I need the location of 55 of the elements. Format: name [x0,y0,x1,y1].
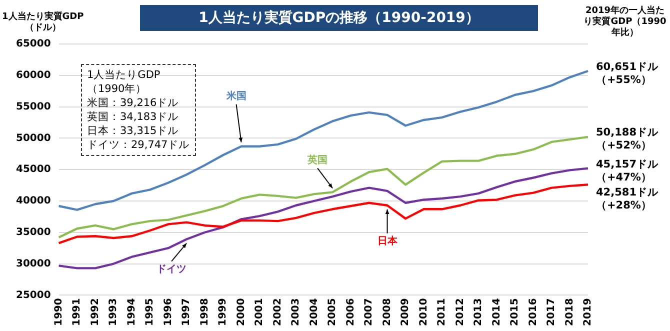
annotation: 英国：34,183ドル [87,110,180,124]
x-tick-label: 2006 [345,298,356,326]
x-tick-label: 2012 [454,298,466,326]
y-tick-label: 55000 [16,101,51,112]
series-label: ドイツ [156,264,187,275]
y-tick-label: 40000 [16,196,51,207]
x-tick-label: 1994 [126,298,138,326]
x-tick-label: 2016 [528,298,539,326]
annotation: 日本：33,315ドル [87,124,180,138]
y-tick-label: 65000 [16,38,51,50]
x-tick-label: 1990 [53,298,64,326]
x-tick-label: 2005 [327,298,338,326]
x-tick-label: 2019 [582,298,594,326]
annotation: 50,188ドル（+52%） [596,126,660,152]
x-tick-label: 2003 [290,298,302,326]
x-tick-label: 2013 [473,298,484,326]
annotation: 45,157ドル（+47%） [596,158,660,184]
x-tick-label: 2002 [272,298,284,326]
x-tick-label: 1998 [199,298,210,326]
y-tick-label: 50000 [16,132,51,144]
x-tick-label: 1995 [144,298,156,326]
x-tick-label: 1997 [181,298,192,326]
annotation: 60,651ドル（+55%） [596,61,660,86]
y-axis-title: 1人当たり実質GDP （ドル） [2,12,84,34]
x-tick-label: 2017 [546,298,558,326]
x-tick-label: 2001 [254,298,266,326]
y-tick-label: 30000 [16,258,51,270]
x-tick-label: 2008 [382,298,393,326]
y-tick-label: 35000 [16,226,51,238]
annotation: ドイツ：29,747ドル [87,138,190,152]
text: 米国 [225,90,246,102]
annotation: 1人当たりGDP（1990年） [87,68,162,96]
x-tick-label: 2015 [510,298,521,326]
x-tick-label: 2000 [236,298,247,326]
y-tick-label: 25000 [16,290,51,301]
x-tick-label: 1999 [218,298,229,326]
series-label: 日本 [377,234,398,247]
x-tick-label: 1991 [72,298,83,326]
y-tick-label: 60000 [16,70,51,81]
text: 2019年の一人当たり実質GDP（1990年比） [582,6,668,39]
x-tick-label: 2010 [418,298,430,326]
y-tick-label: 45000 [16,164,51,176]
x-tick-label: 2018 [564,298,576,326]
x-tick-label: 1992 [90,298,101,326]
x-tick-label: 2009 [400,298,412,326]
x-tick-label: 2011 [436,298,448,326]
x-tick-label: 1996 [162,298,174,326]
x-tick-label: 2014 [491,298,502,326]
annotation: 米国：39,216ドル [87,96,180,110]
chart-title: 1人当たり実質GDPの推移（1990-2019） [140,5,538,31]
x-tick-label: 2007 [364,298,375,326]
text: 英国 [306,154,328,166]
x-tick-label: 2004 [308,298,320,326]
annotation: 42,581ドル（+28%） [596,186,660,212]
x-tick-label: 1993 [108,298,120,326]
